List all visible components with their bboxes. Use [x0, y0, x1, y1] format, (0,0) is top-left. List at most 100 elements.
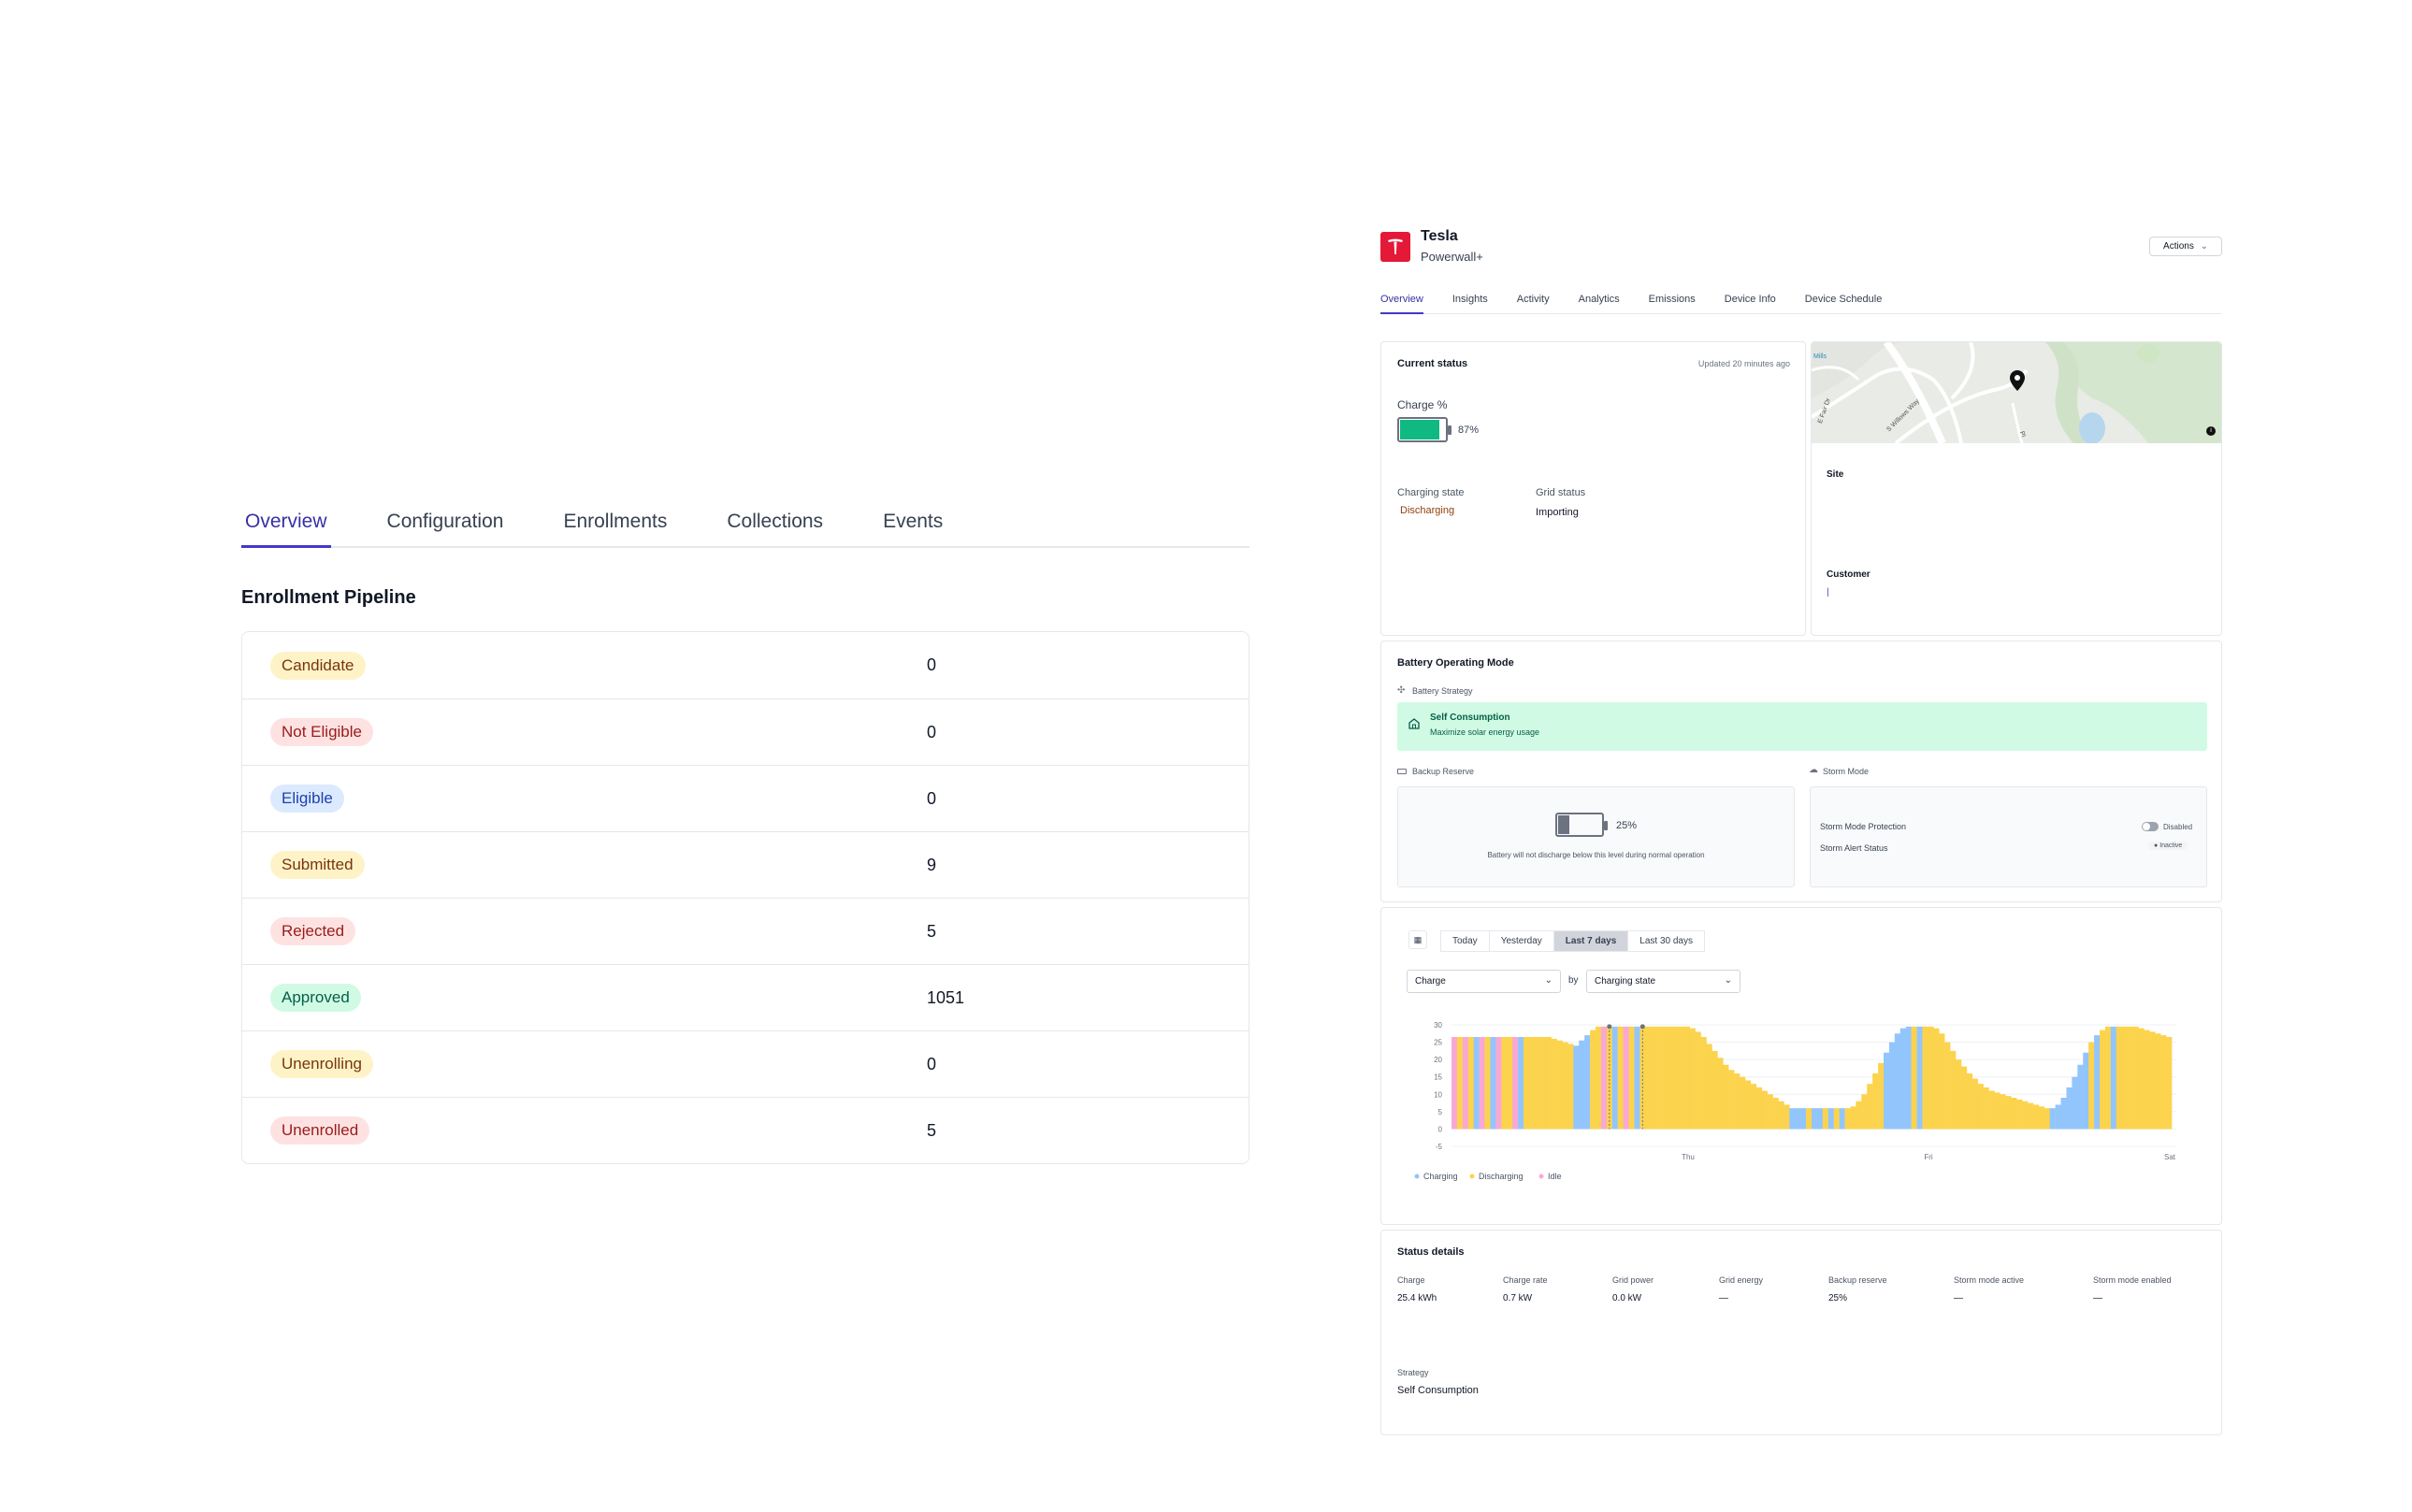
metric-select[interactable]: Charge ⌄ — [1407, 970, 1561, 993]
chart-bar[interactable] — [1596, 1026, 1602, 1130]
chart-bar[interactable] — [1467, 1037, 1474, 1130]
chart-bar[interactable] — [2094, 1035, 2101, 1130]
chart-bar[interactable] — [1994, 1092, 2000, 1130]
chart-marker-dot[interactable] — [1639, 1024, 1645, 1030]
chart-bar[interactable] — [2032, 1104, 2040, 1130]
calendar-button[interactable]: ▦ — [1408, 930, 1427, 949]
chart-bar[interactable] — [1827, 1108, 1834, 1130]
chart-bar[interactable] — [1656, 1026, 1663, 1130]
chart-bar[interactable] — [1844, 1108, 1851, 1130]
chart-bar[interactable] — [2155, 1033, 2161, 1130]
chart-bar[interactable] — [1789, 1108, 1796, 1130]
chart-bar[interactable] — [1784, 1104, 1790, 1130]
chart-bar[interactable] — [2060, 1098, 2067, 1130]
chart-bar[interactable] — [1501, 1037, 1508, 1130]
tab-overview[interactable]: Overview — [241, 511, 331, 548]
chart-bar[interactable] — [1512, 1037, 1519, 1130]
chart-bar[interactable] — [1872, 1073, 1879, 1130]
range-today[interactable]: Today — [1440, 930, 1490, 952]
chart-bar[interactable] — [1960, 1066, 1968, 1130]
chart-bar[interactable] — [2149, 1031, 2156, 1130]
legend-label[interactable]: Charging — [1423, 1172, 1458, 1181]
chart-bar[interactable] — [1723, 1064, 1729, 1130]
chart-bar[interactable] — [2104, 1026, 2112, 1130]
chart-bar[interactable] — [1816, 1108, 1824, 1130]
chart-bar[interactable] — [1683, 1026, 1690, 1130]
chart-bar[interactable] — [1545, 1037, 1552, 1130]
chart-bar[interactable] — [1971, 1078, 1978, 1130]
chart-bar[interactable] — [2132, 1026, 2139, 1130]
chart-bar[interactable] — [2100, 1030, 2106, 1130]
chart-bar[interactable] — [1634, 1026, 1640, 1130]
chart-bar[interactable] — [1706, 1044, 1712, 1130]
chart-bar[interactable] — [1579, 1040, 1585, 1130]
chart-bar[interactable] — [1928, 1026, 1934, 1130]
chart-bar[interactable] — [1939, 1033, 1945, 1130]
chart-bar[interactable] — [1899, 1028, 1906, 1130]
chart-bar[interactable] — [1662, 1026, 1668, 1130]
chart-bar[interactable] — [1734, 1073, 1740, 1130]
chart-bar[interactable] — [1700, 1037, 1707, 1130]
chart-bar[interactable] — [1584, 1035, 1591, 1130]
chart-bar[interactable] — [1966, 1073, 1973, 1130]
chart-bar[interactable] — [1689, 1028, 1696, 1130]
chart-bar[interactable] — [1452, 1037, 1458, 1130]
tab-overview[interactable]: Overview — [1380, 294, 1423, 314]
chart-bar[interactable] — [1728, 1070, 1735, 1130]
chart-bar[interactable] — [2088, 1042, 2095, 1130]
chart-bar[interactable] — [1983, 1087, 1989, 1130]
chart-bar[interactable] — [1600, 1026, 1608, 1130]
chart-bar[interactable] — [2166, 1037, 2173, 1130]
tab-collections[interactable]: Collections — [727, 511, 824, 532]
chart-bar[interactable] — [1861, 1094, 1868, 1130]
chart-bar[interactable] — [1833, 1108, 1840, 1130]
chart-bar[interactable] — [1778, 1101, 1784, 1130]
chart-bar[interactable] — [2055, 1104, 2061, 1130]
chart-bar[interactable] — [1761, 1090, 1768, 1130]
chart-bar[interactable] — [1479, 1037, 1485, 1130]
tab-enrollments[interactable]: Enrollments — [563, 511, 668, 532]
site-map[interactable]: Mills E Fair Dr S Willows Way Pl i — [1812, 342, 2221, 443]
tab-events[interactable]: Events — [883, 511, 944, 532]
chart-bar[interactable] — [1933, 1028, 1940, 1130]
chart-bar[interactable] — [1678, 1026, 1685, 1130]
chart-bar[interactable] — [1884, 1052, 1890, 1130]
chart-bar[interactable] — [1473, 1037, 1480, 1130]
chart-bar[interactable] — [1888, 1042, 1896, 1130]
chart-bar[interactable] — [1456, 1037, 1464, 1130]
chart-bar[interactable] — [1645, 1026, 1652, 1130]
strategy-banner[interactable]: Self Consumption Maximize solar energy u… — [1397, 702, 2207, 751]
chart-bar[interactable] — [1750, 1084, 1757, 1130]
chart-bar[interactable] — [1562, 1042, 1568, 1130]
chart-bar[interactable] — [2066, 1087, 2073, 1130]
tab-device-schedule[interactable]: Device Schedule — [1804, 294, 1883, 305]
chart-bar[interactable] — [1850, 1106, 1856, 1130]
chart-bar[interactable] — [2022, 1101, 2029, 1130]
chart-bar[interactable] — [1590, 1030, 1596, 1130]
chart-bar[interactable] — [1956, 1059, 1962, 1130]
chart-bar[interactable] — [2121, 1026, 2128, 1130]
customer-value[interactable]: | — [1827, 587, 1829, 598]
chart-bar[interactable] — [1495, 1037, 1502, 1130]
chart-bar[interactable] — [2083, 1052, 2089, 1130]
chart-bar[interactable] — [1484, 1037, 1491, 1130]
legend-label[interactable]: Discharging — [1479, 1172, 1524, 1181]
chart-bar[interactable] — [1905, 1026, 1912, 1130]
chart-bar[interactable] — [1988, 1090, 1995, 1130]
chart-bar[interactable] — [1944, 1042, 1951, 1130]
tab-device-info[interactable]: Device Info — [1724, 294, 1776, 305]
chart-bar[interactable] — [1911, 1026, 1917, 1130]
chart-bar[interactable] — [1528, 1037, 1536, 1130]
actions-button[interactable]: Actions ⌄ — [2149, 237, 2222, 256]
chart-bar[interactable] — [1651, 1026, 1657, 1130]
range-yesterday[interactable]: Yesterday — [1488, 930, 1554, 952]
chart-bar[interactable] — [1490, 1037, 1496, 1130]
chart-bar[interactable] — [1916, 1026, 1923, 1130]
chart-bar[interactable] — [1795, 1108, 1801, 1130]
chart-bar[interactable] — [1806, 1108, 1813, 1130]
chart-bar[interactable] — [1950, 1050, 1957, 1130]
chart-bar[interactable] — [2116, 1026, 2122, 1130]
chart-bar[interactable] — [1839, 1108, 1845, 1130]
legend-label[interactable]: Idle — [1548, 1172, 1562, 1181]
chart-bar[interactable] — [2127, 1026, 2133, 1130]
